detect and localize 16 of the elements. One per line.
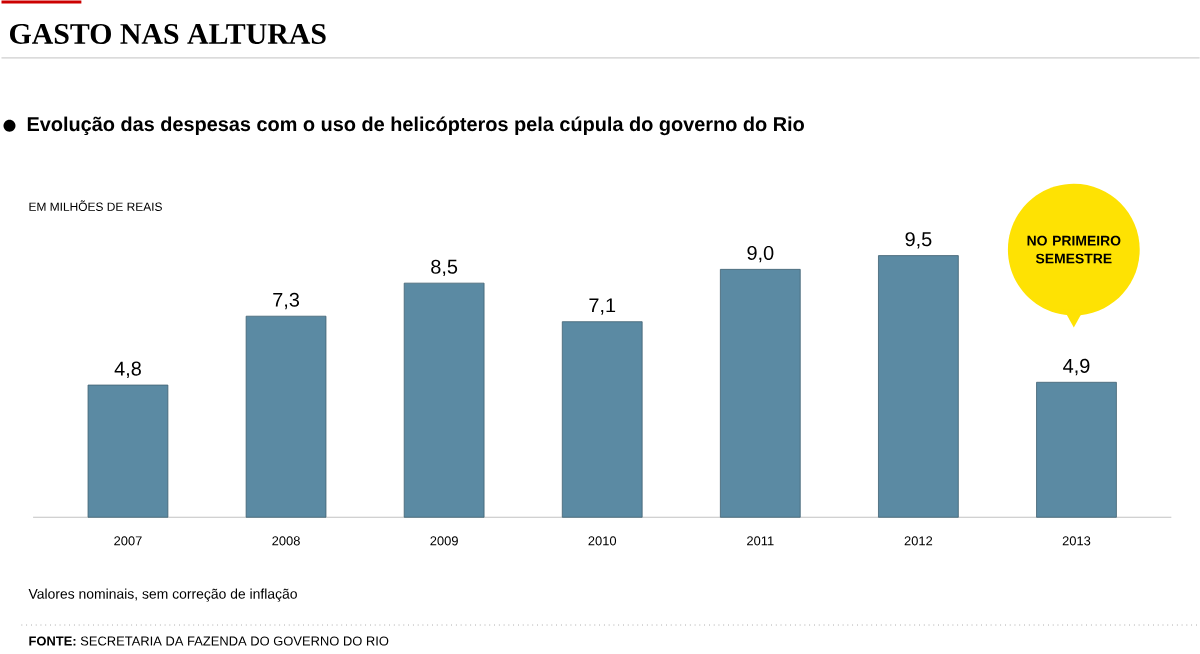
bar <box>87 384 169 518</box>
chart-subtitle: Evolução das despesas com o uso de helicópteros pela cúpula do governo do Rio <box>27 115 804 135</box>
data-label: 9,5 <box>905 231 932 249</box>
data-label: 9,0 <box>747 245 774 262</box>
bar <box>245 315 327 518</box>
bar <box>719 268 801 518</box>
bar <box>403 282 485 518</box>
data-label: 7,3 <box>273 292 300 309</box>
bar <box>878 254 959 518</box>
data-label: 4,9 <box>1063 358 1090 375</box>
data-label: 7,1 <box>589 297 616 315</box>
data-label: 4,8 <box>114 361 141 378</box>
bar <box>561 320 643 518</box>
data-label: 8,5 <box>431 259 458 276</box>
chart-title: GASTO NAS ALTURAS <box>9 23 326 44</box>
bar <box>1036 381 1117 518</box>
